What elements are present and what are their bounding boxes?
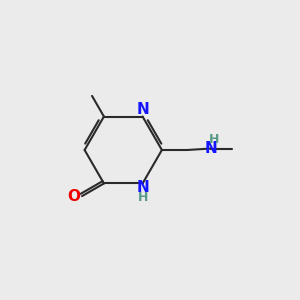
Text: H: H bbox=[137, 191, 148, 204]
Text: N: N bbox=[205, 141, 217, 156]
Text: N: N bbox=[137, 103, 149, 118]
Text: O: O bbox=[67, 189, 80, 204]
Text: N: N bbox=[136, 180, 149, 195]
Text: H: H bbox=[209, 133, 219, 146]
